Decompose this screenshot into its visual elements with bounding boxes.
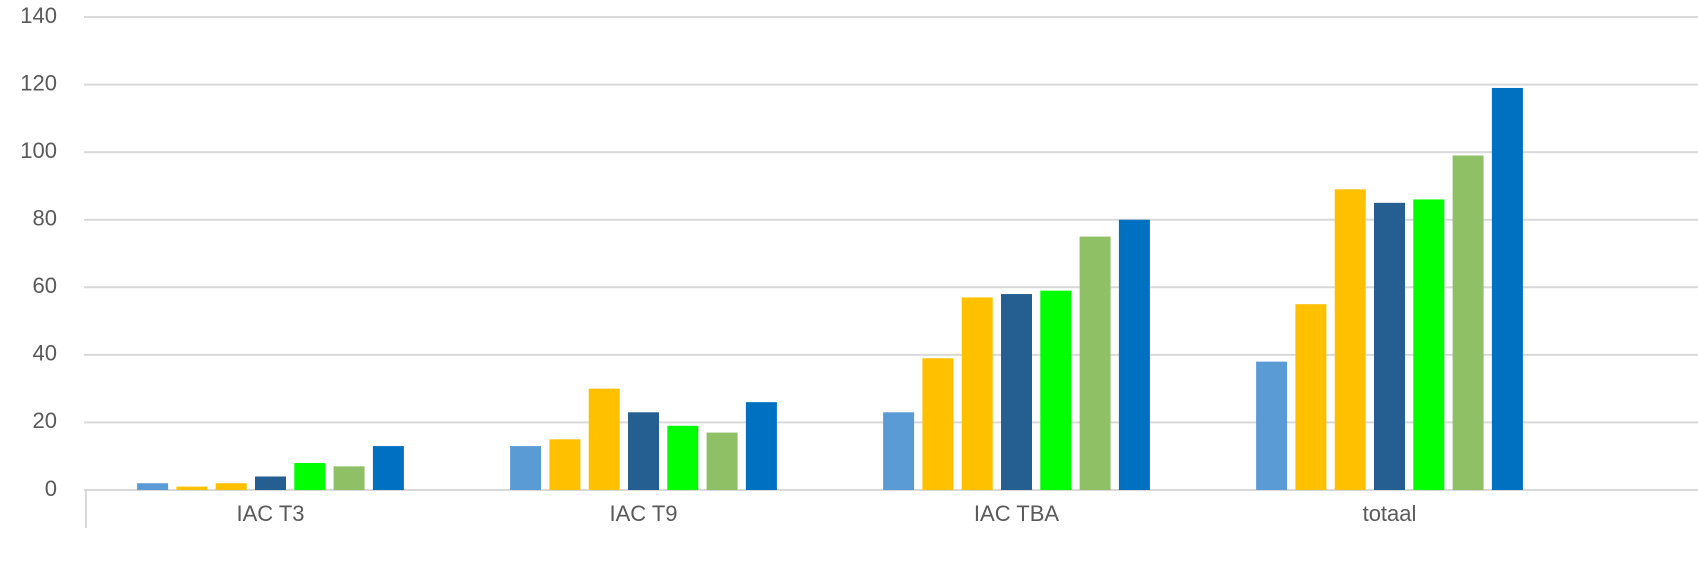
bar [706,432,738,490]
y-tick-label: 100 [20,138,57,163]
x-tick-label: IAC T3 [236,501,304,526]
bar [333,466,365,490]
bar [176,486,208,490]
bar [628,412,659,490]
bar [745,402,777,490]
bar [510,446,542,490]
bar [1040,290,1072,490]
bar [667,425,699,490]
y-tick-label: 40 [33,341,57,366]
bar [1452,155,1484,490]
bar [1118,219,1150,490]
x-tick-label: IAC T9 [609,501,677,526]
bar [922,358,954,490]
bar [883,412,915,490]
bar [1295,304,1327,490]
y-tick-label: 80 [33,206,57,231]
bar [1374,202,1405,491]
y-tick-label: 120 [20,70,57,95]
bar [372,446,404,490]
bar [1413,199,1445,490]
bar [588,388,620,490]
y-tick-label: 140 [20,3,57,28]
x-tick-label: IAC TBA [974,501,1060,526]
bar [1079,236,1111,490]
y-tick-label: 0 [45,476,57,501]
bar [549,439,581,490]
x-tick-label: totaal [1363,501,1417,526]
bar [1491,87,1523,490]
y-tick-label: 60 [33,273,57,298]
bar [294,462,326,490]
bar [137,483,169,490]
y-tick-label: 20 [33,408,57,433]
bar [255,476,286,490]
bar [215,483,247,490]
bar [1001,294,1032,490]
bar [961,297,993,490]
bar [1256,361,1288,490]
bar [1334,189,1366,491]
